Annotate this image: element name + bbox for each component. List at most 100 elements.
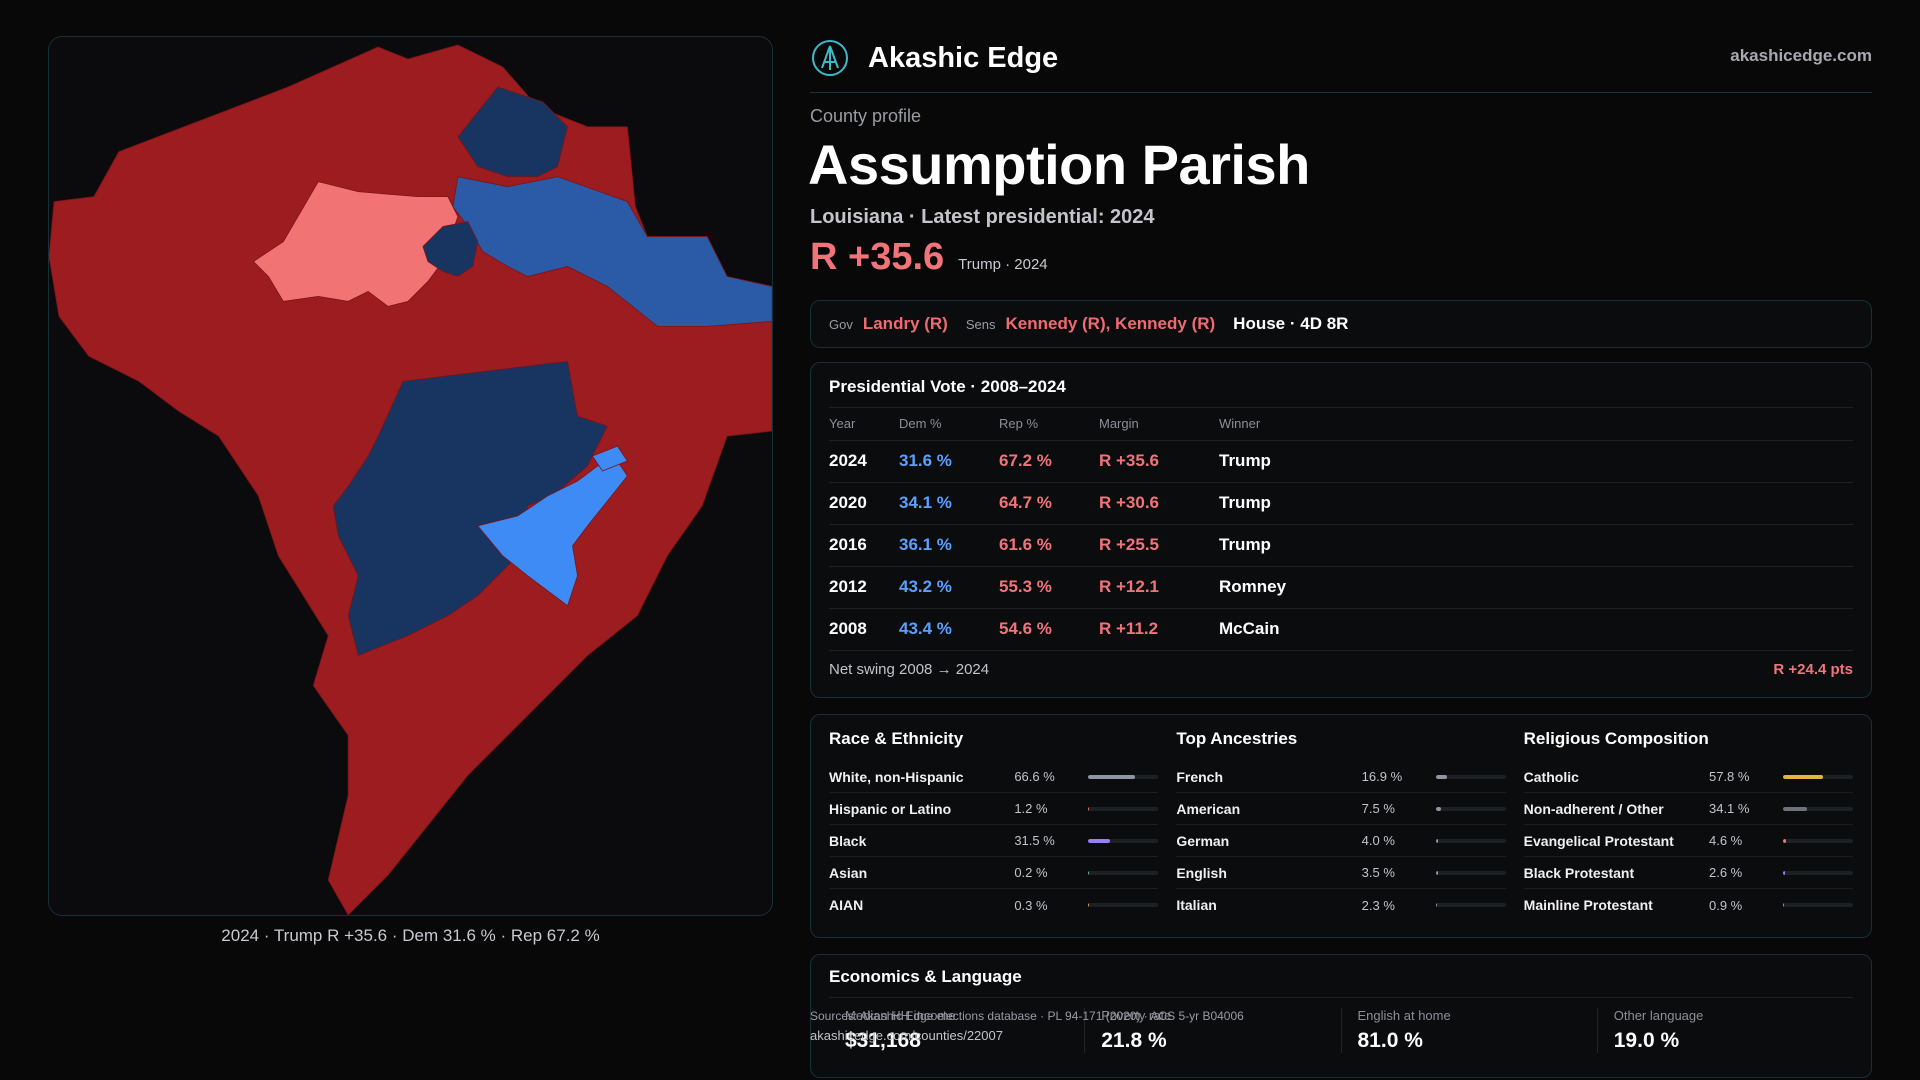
map-precinct-dark-blue-south[interactable] (332, 360, 609, 657)
swing-value: R +24.4 pts (1773, 660, 1853, 678)
demographic-label: Mainline Protestant (1523, 897, 1653, 913)
demographic-bar (1088, 870, 1159, 875)
cell-winner: Trump (1219, 440, 1853, 483)
economics-stat-value: $31,168 (845, 1029, 921, 1052)
sources-text: Sources: Akashic Edge elections database… (810, 1009, 1244, 1023)
demographic-label: Catholic (1523, 768, 1579, 785)
economics-stat-value: 19.0 % (1613, 1029, 1680, 1052)
demographic-bar (1435, 870, 1506, 875)
demographic-label: American (1176, 800, 1241, 817)
th-margin: Margin (1099, 408, 1219, 441)
map-precinct-dark-blue-north[interactable] (457, 86, 569, 178)
demographic-bar-fill (1435, 806, 1441, 811)
house-delegation: House · 4D 8R (1233, 314, 1349, 333)
demographic-row: German 4.0 % (1176, 825, 1506, 857)
demographic-bar (1782, 903, 1853, 907)
demographic-label: German (1176, 832, 1230, 849)
officials-bar: Gov Landry (R) Sens Kennedy (R), Kennedy… (810, 300, 1872, 348)
margin-note: Trump · 2024 (958, 256, 1048, 273)
table-row: 2008 43.4 % 54.6 % R +11.2 McCain (829, 608, 1853, 651)
economics-stat-value: 21.8 % (1101, 1029, 1167, 1052)
cell-margin: R +30.6 (1099, 482, 1219, 525)
cell-winner: Trump (1219, 482, 1853, 525)
map-caption: 2024 · Trump R +35.6 · Dem 31.6 % · Rep … (221, 926, 600, 945)
demographic-bar-fill (1435, 774, 1448, 779)
demographic-label: English (1176, 864, 1227, 881)
gov-key: Gov (829, 316, 853, 332)
demographic-bar (1782, 806, 1853, 811)
demographic-bar (1782, 774, 1853, 779)
demographic-bar-fill (1435, 870, 1439, 875)
demographic-bar (1435, 774, 1506, 779)
demographic-value: 7.5 % (1361, 801, 1395, 816)
sources-url[interactable]: akashicedge.com/counties/22007 (810, 1028, 1003, 1043)
headline-margin: R +35.6 Trump · 2024 (810, 236, 1048, 279)
cell-rep: 64.7 % (999, 482, 1099, 525)
th-winner: Winner (1219, 408, 1853, 441)
map-precinct-dark-blue-notch[interactable] (422, 221, 479, 277)
sources-note: Sources: Akashic Edge elections database… (810, 1006, 1244, 1046)
table-row: 2020 34.1 % 64.7 % R +30.6 Trump (829, 482, 1853, 525)
demographic-title: Religious Composition (1523, 729, 1709, 748)
cell-year: 2016 (829, 524, 899, 567)
map-precinct-mid-blue-east[interactable] (452, 176, 772, 327)
map-precinct-bright-blue-small[interactable] (591, 445, 629, 472)
demographic-value: 16.9 % (1361, 769, 1403, 784)
cell-winner: McCain (1219, 608, 1853, 651)
demographic-row: Black 31.5 % (829, 825, 1159, 857)
senators: Kennedy (R), Kennedy (R) (1005, 314, 1216, 333)
economics-stat: Other language 19.0 % (1596, 1008, 1853, 1053)
demographic-label: Asian (829, 864, 868, 881)
map-precinct-bright-blue[interactable] (477, 460, 628, 607)
demographic-label: French (1176, 768, 1224, 785)
demographic-bar (1435, 838, 1506, 843)
demographic-bar (1782, 870, 1853, 875)
demographic-row: Italian 2.3 % (1176, 889, 1506, 921)
precinct-map[interactable] (48, 36, 773, 916)
demographic-label: Black (829, 832, 867, 849)
demographic-bar (1088, 774, 1159, 779)
table-row: 2012 43.2 % 55.3 % R +12.1 Romney (829, 566, 1853, 609)
demographic-row: French 16.9 % (1176, 761, 1506, 793)
cell-year: 2012 (829, 566, 899, 609)
th-year: Year (829, 408, 899, 441)
demographic-row: American 7.5 % (1176, 793, 1506, 825)
economics-stat-label: English at home (1357, 1008, 1451, 1023)
precinct-map-svg[interactable] (49, 37, 772, 915)
akashic-logo-icon (812, 40, 848, 76)
cell-dem: 43.2 % (899, 566, 999, 609)
demographic-value: 4.6 % (1708, 833, 1743, 848)
site-link[interactable]: akashicedge.com (1730, 46, 1872, 65)
table-header-row: Year Dem % Rep % Margin Winner (829, 408, 1853, 441)
demographic-value: 31.5 % (1014, 833, 1055, 848)
cell-margin: R +25.5 (1099, 524, 1219, 567)
cell-dem: 31.6 % (899, 440, 999, 483)
brand[interactable]: Akashic Edge (810, 38, 1058, 78)
demographic-bar (1435, 806, 1506, 811)
economics-stat: English at home 81.0 % (1340, 1008, 1597, 1053)
brand-name: Akashic Edge (868, 41, 1059, 74)
demographic-value: 57.8 % (1708, 769, 1750, 784)
demographic-bar-fill (1782, 903, 1785, 907)
demographic-row: Hispanic or Latino 1.2 % (829, 793, 1159, 825)
cell-margin: R +12.1 (1099, 566, 1219, 609)
cell-rep: 67.2 % (999, 440, 1099, 483)
demographic-row: White, non-Hispanic 66.6 % (829, 761, 1159, 793)
demographics-card: Race & Ethnicity White, non-Hispanic 66.6 … (810, 714, 1872, 938)
net-swing: Net swing 2008 → 2024 R +24.4 pts (829, 661, 1853, 678)
demographic-value: 66.6 % (1014, 769, 1055, 784)
demographic-bar-fill (1088, 806, 1090, 811)
profile-subtitle: Louisiana · Latest presidential: 2024 (810, 206, 1155, 228)
demographic-bar-fill (1435, 903, 1438, 907)
map-precinct-light-red[interactable] (252, 181, 459, 307)
demographic-value: 0.2 % (1014, 865, 1048, 880)
cell-rep: 54.6 % (999, 608, 1099, 651)
demographic-label: Black Protestant (1523, 864, 1635, 881)
demographic-column: Race & Ethnicity White, non-Hispanic 66.6 … (829, 729, 1159, 937)
demographic-label: AIAN (829, 897, 864, 913)
demographic-value: 1.2 % (1014, 801, 1048, 816)
cell-margin: R +35.6 (1099, 440, 1219, 483)
demographic-row: English 3.5 % (1176, 857, 1506, 889)
demographic-value: 3.5 % (1361, 865, 1395, 880)
demographic-bar (1088, 806, 1159, 811)
